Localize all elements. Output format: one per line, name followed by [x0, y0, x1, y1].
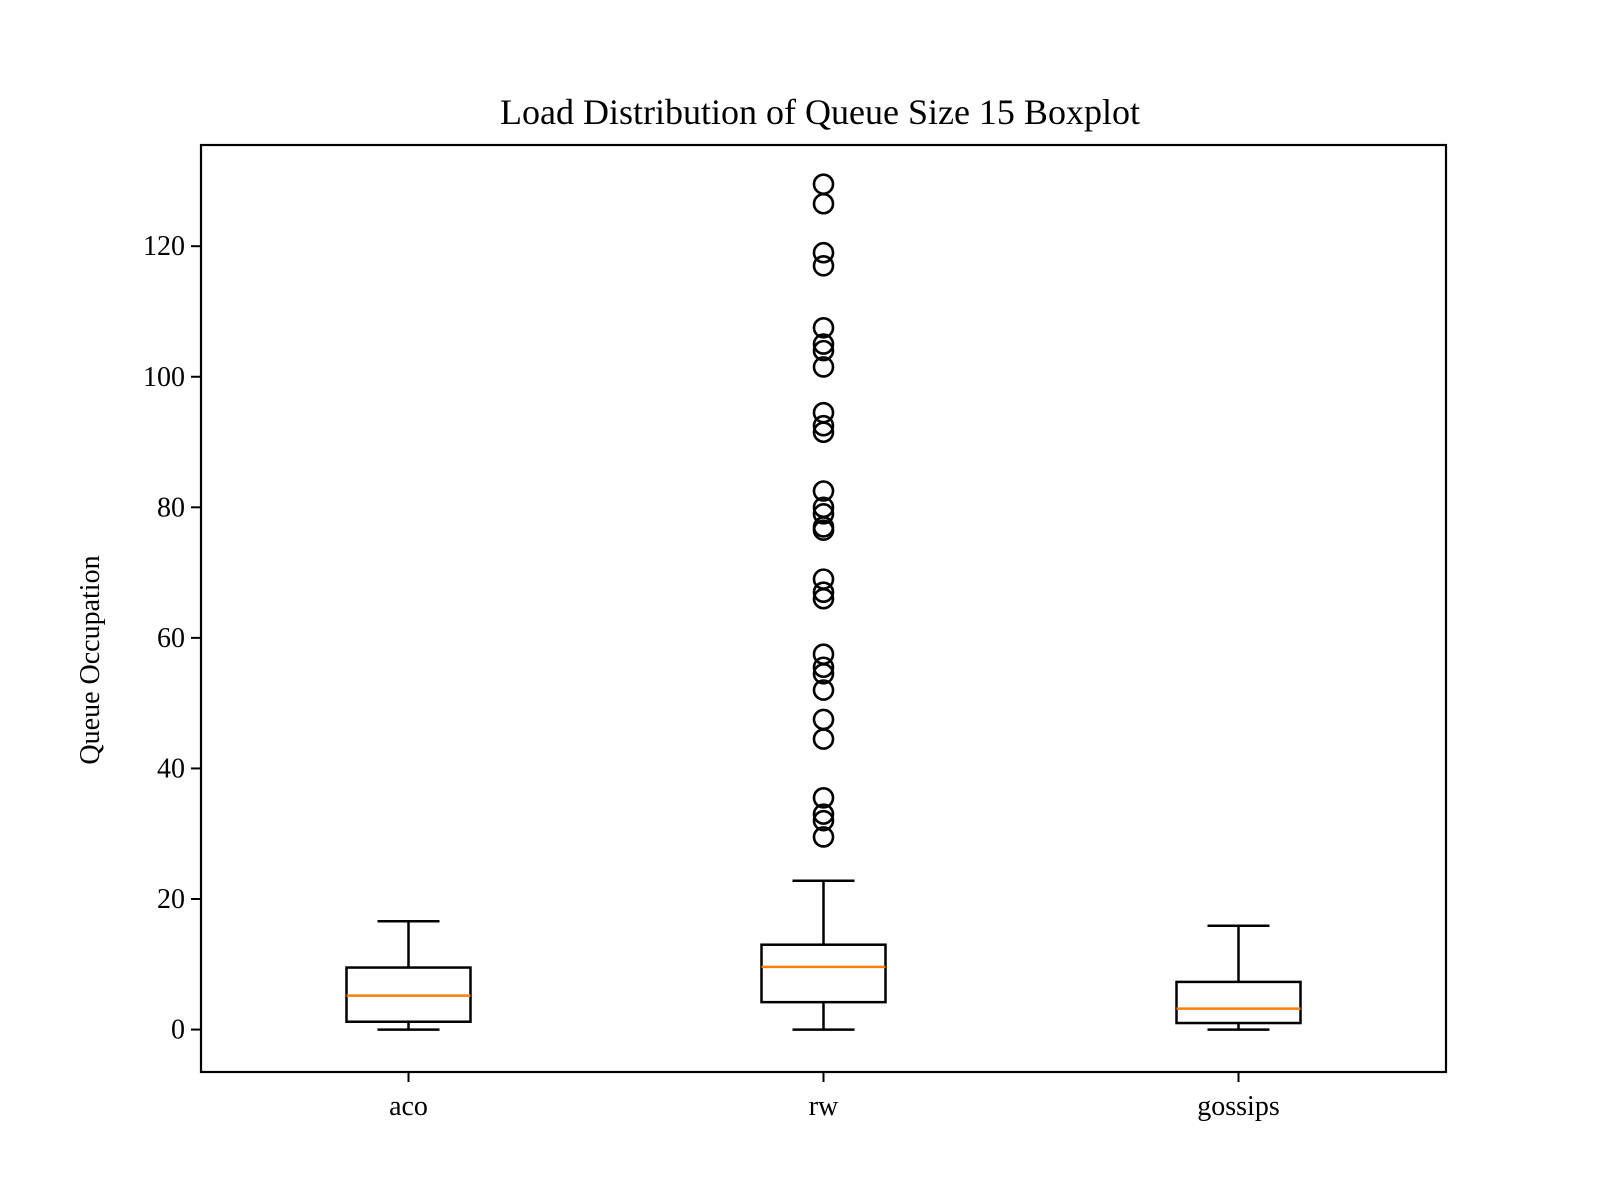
axes-frame	[199, 143, 1448, 1074]
y-tick-label: 100	[143, 362, 185, 393]
outlier-point	[812, 241, 835, 264]
outlier-point	[812, 643, 835, 665]
outlier-point	[812, 496, 835, 519]
outlier-point	[812, 316, 835, 339]
y-tick-label: 20	[157, 884, 185, 915]
outlier-point	[812, 401, 835, 424]
outlier-point	[812, 339, 835, 362]
y-tick-label: 120	[143, 231, 185, 262]
outlier-point	[812, 414, 835, 437]
y-tick-label: 40	[157, 753, 185, 784]
box-rw	[760, 943, 887, 1004]
x-tick-label: rw	[809, 1091, 839, 1122]
y-tick-label: 0	[171, 1015, 185, 1046]
outlier-point	[812, 192, 835, 215]
box-gossips	[1175, 980, 1302, 1025]
outlier-point	[812, 656, 835, 679]
outlier-point	[812, 568, 835, 590]
outlier-point	[812, 826, 835, 848]
outlier-point	[812, 803, 835, 825]
outlier-point	[812, 503, 835, 525]
plot-area: 0 20 40 60 80 100 120 aco rw gossips	[143, 173, 1302, 1122]
outlier-point	[812, 809, 835, 832]
y-tick-label: 80	[157, 492, 185, 523]
outlier-point	[812, 728, 835, 750]
outlier-point	[812, 679, 835, 701]
outlier-point	[812, 581, 835, 603]
outlier-point	[812, 173, 835, 195]
x-tick-label: aco	[389, 1091, 428, 1122]
outlier-point	[812, 356, 835, 378]
outlier-point	[812, 480, 835, 502]
y-tick-label: 60	[157, 623, 185, 654]
y-axis-label: Queue Occupation	[75, 555, 106, 764]
outlier-point	[812, 254, 835, 277]
outlier-point	[812, 333, 835, 355]
outlier-point	[812, 708, 835, 731]
x-tick-label: gossips	[1197, 1091, 1279, 1122]
outlier-point	[812, 787, 835, 809]
chart-title: Load Distribution of Queue Size 15 Boxpl…	[500, 92, 1140, 132]
